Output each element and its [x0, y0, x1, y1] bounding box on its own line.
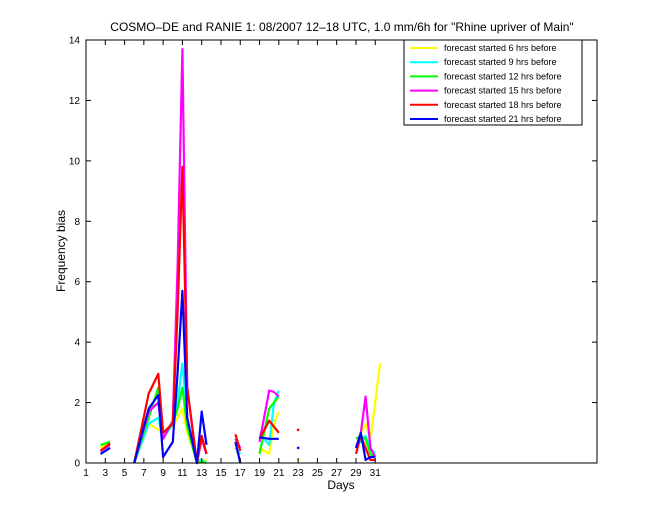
y-tick-label: 0 — [74, 459, 80, 470]
y-tick-label: 6 — [74, 277, 80, 288]
x-tick-label: 29 — [350, 468, 362, 479]
axes-box — [85, 39, 598, 464]
y-tick-label: 2 — [74, 398, 80, 409]
series-layer — [99, 48, 382, 465]
x-tick-label: 27 — [331, 468, 343, 479]
series-line-6-segment-5 — [354, 431, 376, 462]
series-line-4-segment-4 — [258, 389, 280, 443]
isolated-point-2 — [296, 446, 300, 450]
y-tick-label: 14 — [69, 36, 81, 47]
x-tick-label: 11 — [177, 468, 188, 479]
x-tick-label: 23 — [293, 468, 305, 479]
y-tick-label: 4 — [74, 338, 80, 349]
x-tick-label: 5 — [122, 468, 128, 479]
x-tick-label: 31 — [370, 468, 382, 479]
x-tick-label: 15 — [215, 468, 227, 479]
series-line-5-segment-1 — [99, 442, 111, 452]
x-tick-label: 13 — [196, 468, 208, 479]
y-tick-label: 8 — [74, 217, 80, 228]
x-tick-label: 17 — [235, 468, 247, 479]
series-line-5-segment-3 — [234, 433, 242, 452]
y-axis-label: Frequency bias — [54, 210, 68, 292]
x-tick-label: 1 — [83, 468, 89, 479]
x-tick-label: 7 — [141, 468, 147, 479]
legend: forecast started 6 hrs before forecast st… — [403, 39, 583, 126]
x-tick-label: 3 — [103, 468, 109, 479]
legend-label-3: forecast started 12 hrs before — [444, 71, 562, 81]
series-line-6-segment-4 — [259, 436, 279, 440]
x-tick-label: 9 — [160, 468, 166, 479]
x-tick-label: 25 — [312, 468, 324, 479]
legend-label-4: forecast started 15 hrs before — [444, 86, 562, 96]
y-tick-label: 10 — [69, 156, 81, 167]
series-line-6-segment-3 — [234, 441, 242, 464]
series-line-6-segment-1 — [99, 446, 111, 455]
series-line-5-segment-4 — [258, 419, 280, 440]
series-line-3-segment-1 — [100, 440, 111, 446]
legend-label-2: forecast started 9 hrs before — [444, 57, 557, 67]
chart-title: COSMO–DE and RANIE 1: 08/2007 12–18 UTC,… — [110, 20, 573, 34]
y-tick-label: 12 — [69, 96, 81, 107]
series-line-6-segment-2 — [133, 289, 208, 465]
legend-label-5: forecast started 18 hrs before — [444, 100, 562, 110]
x-tick-label: 21 — [273, 468, 285, 479]
legend-box — [403, 39, 583, 126]
legend-label-1: forecast started 6 hrs before — [444, 43, 557, 53]
x-axis-label: Days — [327, 478, 354, 492]
x-tick-label: 19 — [254, 468, 266, 479]
legend-label-6: forecast started 21 hrs before — [444, 114, 562, 124]
series-line-5-segment-5 — [354, 434, 376, 462]
isolated-point-1 — [296, 428, 300, 432]
